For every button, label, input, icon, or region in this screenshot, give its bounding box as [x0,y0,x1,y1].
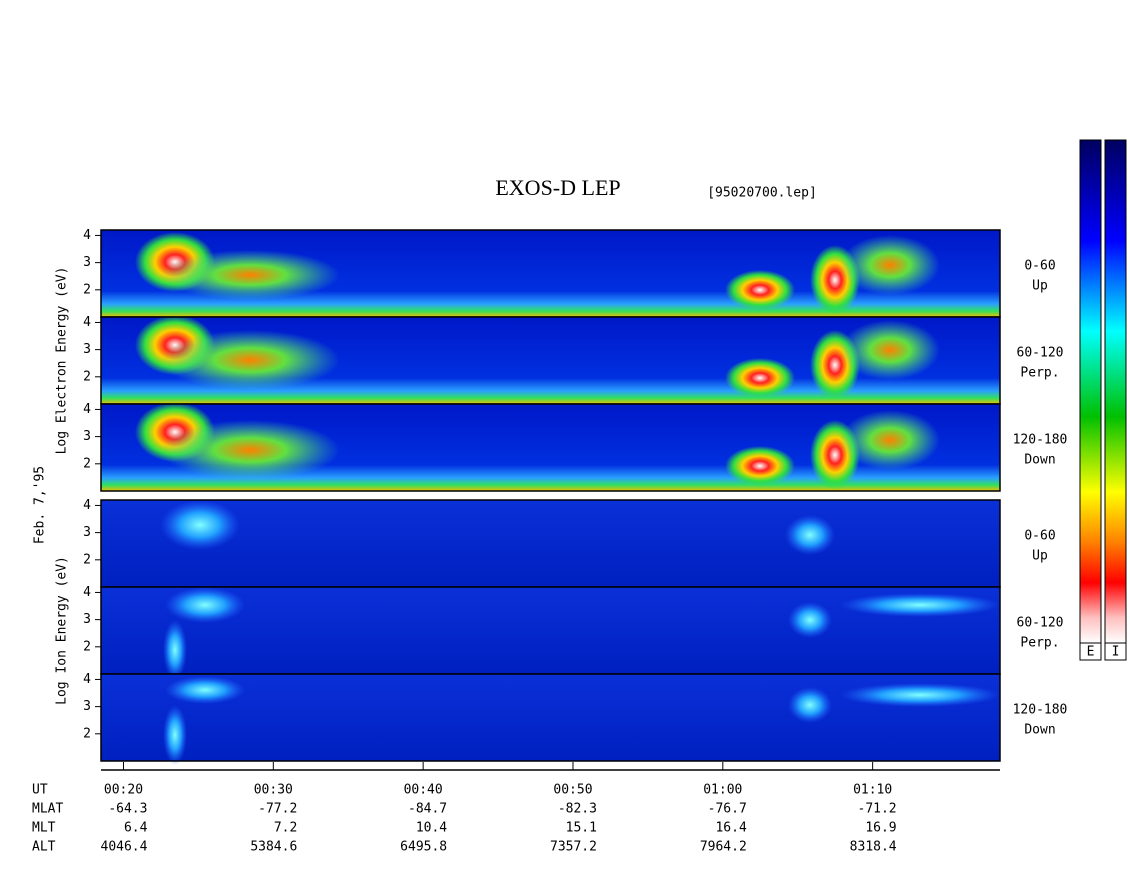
x-tick-label: 01:10 [853,783,892,798]
file-name: [95020700.lep] [707,186,817,201]
ephemeris-value: 7964.2 [700,840,747,855]
y-tick-label: 2 [83,552,91,567]
y-tick-label: 3 [83,612,91,627]
date-label: Feb. 7,'95 [33,466,48,544]
spectrogram-feature [840,593,1000,617]
ephemeris-name: UT [32,783,48,798]
spectrogram-feature [788,602,832,638]
chart-title: EXOS-D LEP [495,175,620,200]
y-tick-label: 3 [83,429,91,444]
spectrogram-feature [725,270,795,310]
direction-label: Down [1024,453,1055,468]
ephemeris-value: 5384.6 [250,840,297,855]
y-tick-label: 4 [83,672,91,687]
ephemeris-value: 15.1 [566,821,597,836]
colorbar-label-box [1079,642,1102,661]
ephemeris-value: 8318.4 [850,840,897,855]
spectrogram-feature [165,587,245,623]
spectrogram-feature [785,515,835,555]
panel-frame [100,673,1001,762]
y-tick-label: 2 [83,369,91,384]
y-tick-label: 3 [83,255,91,270]
spectrogram-feature [840,320,940,380]
colorbar-label: E [1087,645,1095,660]
colorbar-label-box [1104,642,1127,661]
direction-label: Perp. [1020,636,1059,651]
spectrogram-feature [160,500,240,550]
ephemeris-value: 7.2 [274,821,297,836]
spectrogram-feature [725,358,795,398]
ephemeris-value: 16.9 [865,821,896,836]
y-tick-label: 4 [83,228,91,243]
y-axis-label: Log Ion Energy (eV) [55,556,70,705]
pitch-label: 0-60 [1024,259,1055,274]
ephemeris-value: -64.3 [108,802,147,817]
y-tick-label: 4 [83,585,91,600]
ephemeris-value: -84.7 [408,802,447,817]
x-tick-label: 00:50 [553,783,592,798]
ephemeris-value: 16.4 [715,821,746,836]
ephemeris-value: 7357.2 [550,840,597,855]
spectrogram-feature [160,420,340,480]
spectrogram-feature [163,620,187,680]
ephemeris-value: -82.3 [558,802,597,817]
spectrogram-feature [840,410,940,470]
spectrogram-feature [788,687,832,723]
x-tick-label: 01:00 [703,783,742,798]
y-tick-label: 2 [83,726,91,741]
ephemeris-value: 10.4 [416,821,447,836]
ephemeris-name: MLAT [32,802,63,817]
colorbar-label: I [1112,645,1120,660]
direction-label: Up [1032,279,1048,294]
spectrogram [101,674,1000,761]
panel-frame [100,403,1001,492]
spectrogram-feature [725,446,795,486]
ephemeris-value: 4046.4 [101,840,148,855]
ephemeris-value: 6495.8 [400,840,447,855]
spectrogram-feature [160,250,340,300]
spectrogram-feature [840,235,940,295]
ephemeris-value: -71.2 [858,802,897,817]
direction-label: Up [1032,549,1048,564]
pitch-label: 60-120 [1017,616,1064,631]
spectrogram [101,500,1000,587]
y-tick-label: 3 [83,342,91,357]
pitch-label: 120-180 [1013,433,1068,448]
spectrogram-feature [840,683,1000,707]
y-tick-label: 2 [83,456,91,471]
y-tick-label: 4 [83,498,91,513]
ephemeris-value: -76.7 [708,802,747,817]
pitch-label: 0-60 [1024,529,1055,544]
x-tick-label: 00:40 [404,783,443,798]
spectrogram-feature [165,676,245,704]
ephemeris-name: ALT [32,840,56,855]
y-axis-label: Log Electron Energy (eV) [55,267,70,455]
ephemeris-value: 6.4 [124,821,148,836]
spectrogram-feature [163,705,187,765]
y-tick-label: 3 [83,525,91,540]
colorbar [1104,139,1127,644]
ephemeris-value: -77.2 [258,802,297,817]
pitch-label: 60-120 [1017,346,1064,361]
y-tick-label: 4 [83,315,91,330]
x-tick-label: 00:30 [254,783,293,798]
direction-label: Perp. [1020,366,1059,381]
y-tick-label: 2 [83,282,91,297]
y-tick-label: 3 [83,699,91,714]
y-tick-label: 4 [83,402,91,417]
colorbar [1079,139,1102,644]
direction-label: Down [1024,723,1055,738]
pitch-label: 120-180 [1013,703,1068,718]
ephemeris-name: MLT [32,821,56,836]
y-tick-label: 2 [83,639,91,654]
x-tick-label: 00:20 [104,783,143,798]
spectrogram-feature [160,330,340,390]
